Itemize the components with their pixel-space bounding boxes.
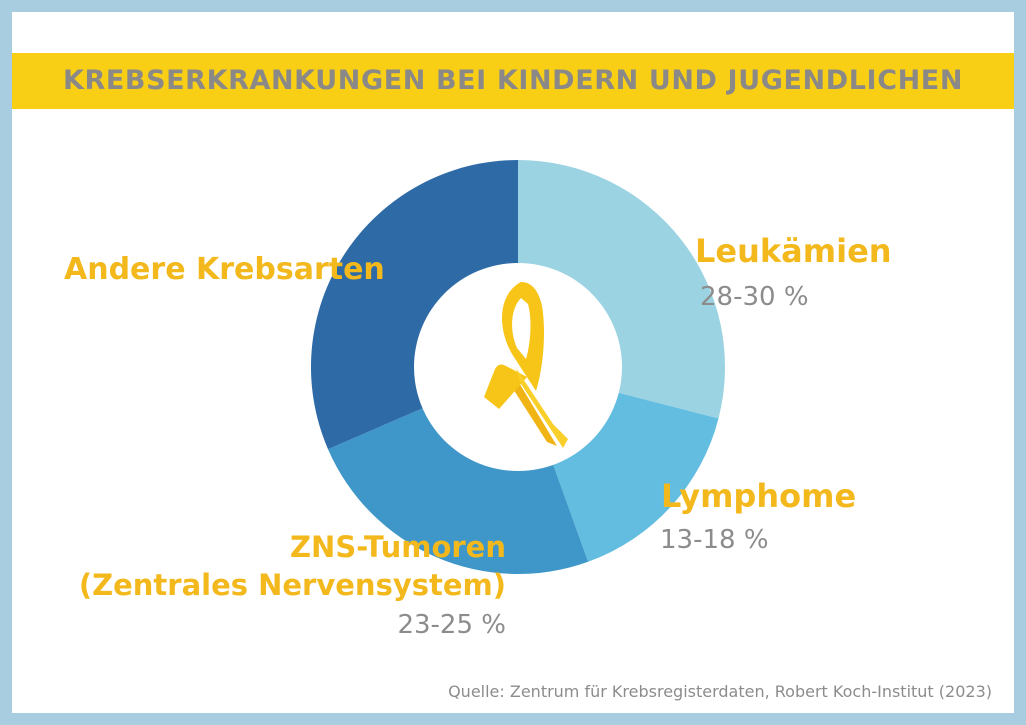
awareness-ribbon-icon (484, 282, 568, 448)
label-lymphome: Lymphome (661, 477, 857, 515)
title-banner: KREBSERKRANKUNGEN BEI KINDERN UND JUGEND… (12, 53, 1014, 109)
chart-title: KREBSERKRANKUNGEN BEI KINDERN UND JUGEND… (62, 65, 964, 96)
donut-hole (414, 263, 622, 471)
source-note: Quelle: Zentrum für Krebsregisterdaten, … (448, 682, 992, 701)
value-zns-tumoren: 23-25 % (397, 610, 506, 640)
label-zns-tumoren: ZNS-Tumoren (Zentrales Nervensystem) (78, 530, 506, 602)
donut-chart (310, 160, 726, 574)
value-leukaemien: 28-30 % (700, 282, 809, 312)
label-leukaemien: Leukämien (695, 232, 892, 270)
infographic-card: KREBSERKRANKUNGEN BEI KINDERN UND JUGEND… (12, 12, 1014, 713)
value-lymphome: 13-18 % (660, 525, 769, 555)
label-andere-krebsarten: Andere Krebsarten (64, 252, 385, 287)
